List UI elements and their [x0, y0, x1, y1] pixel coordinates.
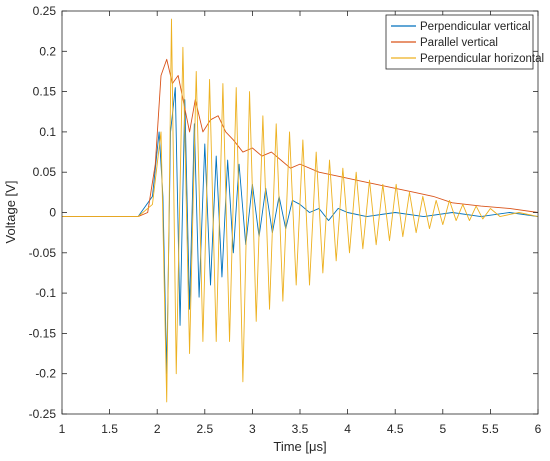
x-tick-label: 3	[249, 422, 256, 436]
y-tick-label: 0.15	[33, 85, 57, 99]
y-tick-label: -0.25	[29, 407, 57, 421]
y-tick-label: -0.1	[35, 286, 56, 300]
x-tick-label: 1	[59, 422, 66, 436]
y-tick-label: 0.25	[33, 4, 57, 18]
y-tick-label: -0.05	[29, 246, 57, 260]
y-axis-label: Voltage [V]	[3, 181, 18, 244]
x-tick-label: 5	[439, 422, 446, 436]
y-tick-label: 0	[49, 206, 56, 220]
x-tick-label: 6	[535, 422, 542, 436]
legend-label-3: Perpendicular horizontal	[420, 53, 544, 65]
series-line-2	[62, 58, 539, 217]
axes-layer: 1 1.5 2 2.5 3 3.5 4 4.5 5 5.5 6 -0.25 -0.2 -0.15 -0.1 -…	[29, 4, 542, 436]
x-tick-label: 1.5	[101, 422, 118, 436]
y-tick-label: 0.05	[33, 165, 57, 179]
x-tick-label: 3.5	[292, 422, 309, 436]
x-tick-label: 5.5	[482, 422, 499, 436]
x-tick-label: 2.5	[196, 422, 213, 436]
y-tick-label: -0.2	[35, 367, 56, 381]
series-layer	[62, 18, 539, 403]
legend-label-1: Perpendicular vertical	[420, 21, 531, 33]
y-tick-label: 0.2	[39, 44, 56, 58]
y-tick-label: -0.15	[29, 326, 57, 340]
x-tick-label: 2	[154, 422, 161, 436]
x-axis-label: Time [μs]	[273, 439, 326, 454]
x-tick-label: 4.5	[387, 422, 404, 436]
y-tick-label: 0.1	[39, 125, 56, 139]
series-line-3	[62, 18, 539, 403]
legend: Perpendicular vertical Parallel vertical P…	[385, 14, 544, 70]
x-tick-label: 4	[344, 422, 351, 436]
legend-label-2: Parallel vertical	[420, 37, 498, 49]
